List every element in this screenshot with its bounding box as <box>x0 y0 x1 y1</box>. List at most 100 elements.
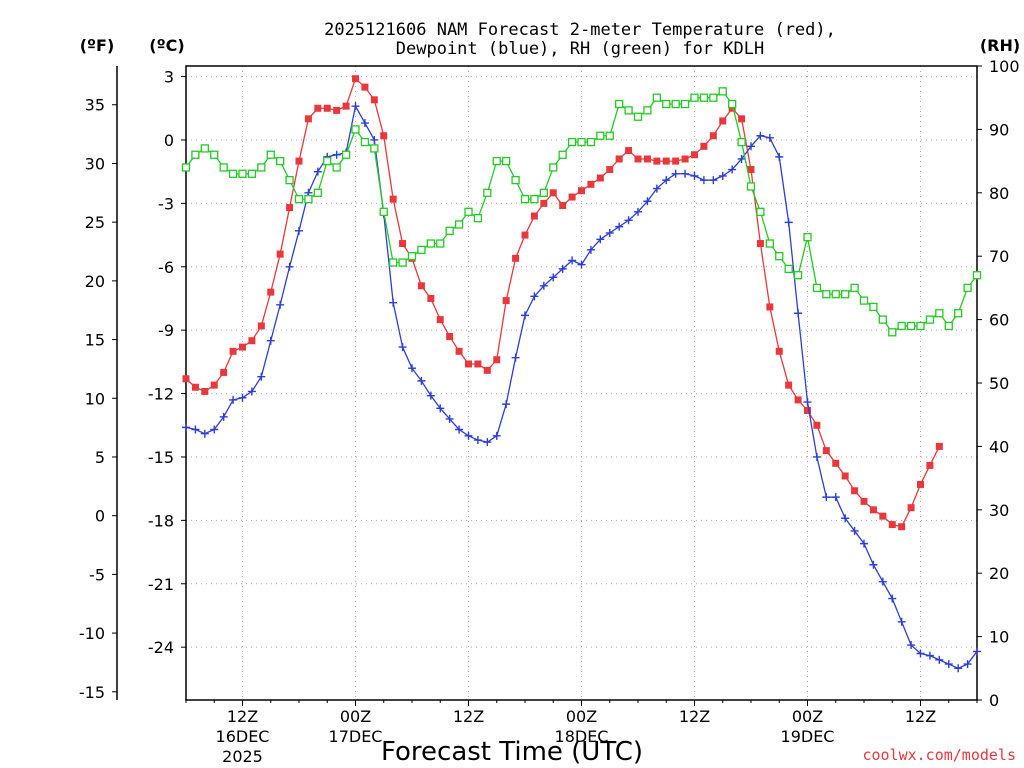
rh-point <box>690 93 699 102</box>
temperature-point <box>700 142 708 150</box>
rh-point <box>417 245 426 255</box>
rh-tick-label: 60 <box>989 311 1009 330</box>
temperature-point <box>926 461 934 469</box>
temperature-point <box>738 115 746 123</box>
dewpoint-point <box>558 264 567 273</box>
dewpoint-point <box>266 336 275 345</box>
dewpoint-point <box>182 423 190 432</box>
temperature-point <box>587 180 595 188</box>
source-credit: coolwx.com/models <box>862 746 1016 764</box>
rh-point <box>935 309 944 318</box>
rh-tick-label: 90 <box>989 120 1009 139</box>
temperature-point <box>719 117 727 125</box>
rh-point <box>266 150 275 159</box>
rh-point <box>200 144 209 153</box>
rh-point <box>398 258 407 267</box>
temperature-point <box>869 506 877 514</box>
dewpoint-point <box>360 119 369 128</box>
fahrenheit-tick-label: 20 <box>85 272 105 291</box>
rh-point <box>464 207 473 216</box>
x-tick-time: 12Z <box>679 707 710 726</box>
unit-fahrenheit-label: (ºF) <box>80 36 115 55</box>
temperature-point <box>606 166 614 174</box>
dewpoint-point <box>351 102 360 111</box>
rh-tick-label: 10 <box>989 628 1009 647</box>
rh-point <box>878 315 887 324</box>
temperature-point <box>728 104 736 112</box>
dewpoint-point <box>191 425 200 434</box>
temperature-point <box>530 212 538 220</box>
rh-point <box>841 290 850 299</box>
temperature-point <box>389 195 397 203</box>
rh-point <box>502 156 511 166</box>
dewpoint-point <box>850 526 859 535</box>
dewpoint-point <box>530 292 539 301</box>
rh-point <box>944 321 953 331</box>
dewpoint-point <box>332 150 341 159</box>
x-axis-label: Forecast Time (UTC) <box>381 737 643 767</box>
rh-point <box>737 137 746 147</box>
dewpoint-point <box>765 133 774 142</box>
temperature-point <box>898 523 906 531</box>
temperature-point <box>474 360 482 368</box>
rh-point <box>624 106 633 115</box>
rh-point <box>888 328 897 337</box>
rh-point <box>925 315 935 324</box>
dewpoint-point <box>247 387 256 396</box>
rh-point <box>633 112 643 121</box>
rh-point <box>643 106 652 115</box>
dewpoint-point <box>238 393 247 402</box>
temperature-point <box>502 297 510 305</box>
temperature-point <box>521 231 529 239</box>
rh-point <box>963 283 972 293</box>
dewpoint-point <box>728 165 737 174</box>
fahrenheit-tick-label: 35 <box>85 96 105 115</box>
rh-point <box>793 271 803 280</box>
rh-point <box>473 214 483 223</box>
temperature-point <box>323 104 331 112</box>
temperature-point <box>342 102 350 110</box>
rh-point <box>276 156 285 166</box>
rh-point <box>671 99 680 109</box>
series-temperature <box>182 75 943 531</box>
dewpoint-point <box>473 436 482 445</box>
x-tick-date: 19DEC <box>781 727 835 746</box>
dewpoint-point <box>831 493 840 502</box>
temperature-point <box>512 254 520 262</box>
dewpoint-point <box>605 228 614 237</box>
rh-point <box>746 182 756 191</box>
rh-point <box>765 239 774 248</box>
dewpoint-point <box>737 154 746 163</box>
temperature-point <box>653 157 661 165</box>
rh-tick-label: 0 <box>989 691 999 710</box>
dewpoint-point <box>417 376 426 385</box>
rh-point <box>869 302 878 312</box>
x-tick-time: 12Z <box>453 707 484 726</box>
rh-point <box>558 150 567 159</box>
temperature-point <box>766 303 774 311</box>
rh-point <box>652 93 661 102</box>
celsius-tick-label: -6 <box>158 258 174 277</box>
temperature-point <box>813 421 821 429</box>
rh-point <box>775 252 784 261</box>
rh-point <box>454 220 464 229</box>
temperature-point <box>314 104 322 112</box>
dewpoint-point <box>634 207 642 216</box>
rh-point <box>784 264 793 274</box>
temperature-point <box>775 347 783 355</box>
temperature-point <box>785 381 793 389</box>
temperature-point <box>615 155 623 163</box>
plot-frame <box>185 65 978 701</box>
chart-title-line2: Dewpoint (blue), RH (green) for KDLH <box>396 39 764 59</box>
dewpoint-point <box>822 493 831 502</box>
dewpoint-point <box>935 655 944 664</box>
dewpoint-point <box>445 414 454 423</box>
dewpoint-point <box>426 391 435 400</box>
dewpoint-point <box>285 262 294 271</box>
celsius-tick-label: -9 <box>158 321 174 340</box>
rh-point <box>954 309 963 318</box>
dewpoint-point <box>389 298 398 307</box>
fahrenheit-tick-label: 25 <box>85 213 105 232</box>
x-tick-time: 12Z <box>905 707 936 726</box>
temperature-point <box>747 166 755 174</box>
